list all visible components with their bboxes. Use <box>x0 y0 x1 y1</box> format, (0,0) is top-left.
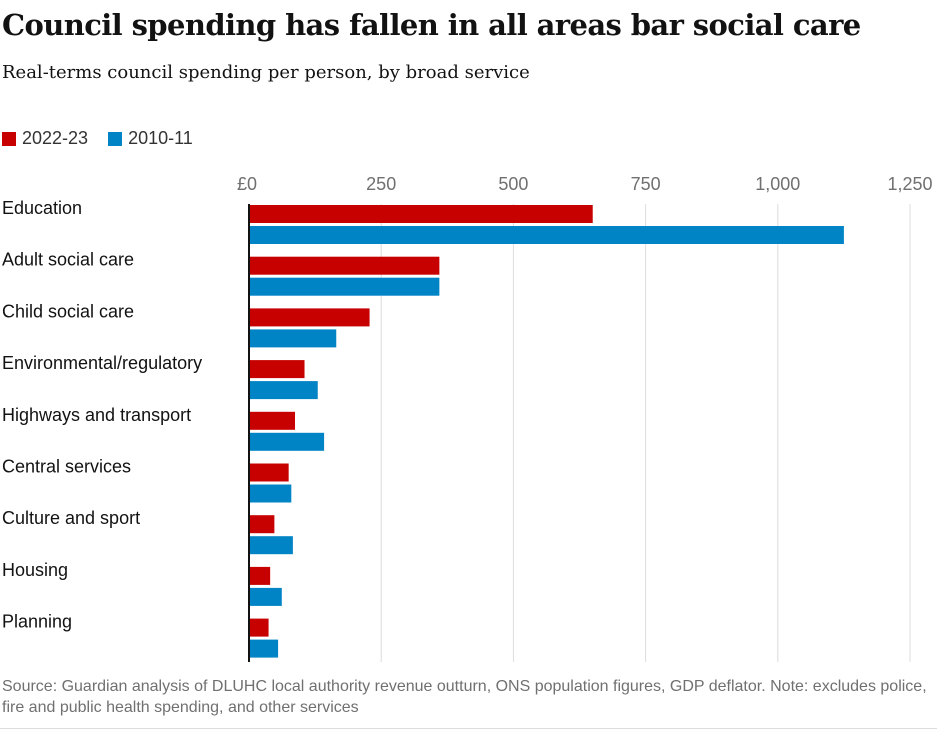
bar-2022-23-3 <box>249 360 305 379</box>
bar-chart: £0 250 500 750 1,000 1,250 Education Adult soci… <box>2 174 933 662</box>
bar-2022-23-5 <box>249 463 289 482</box>
bar-2022-23-1 <box>249 256 440 275</box>
legend-label-2010-11: 2010-11 <box>128 128 193 148</box>
bar-2022-23-8 <box>249 618 269 637</box>
legend-label-2022-23: 2022-23 <box>22 128 89 148</box>
bar-2010-11-1 <box>249 277 440 296</box>
legend-item-2010-11: 2010-11 <box>108 128 193 149</box>
x-tick-label: 750 <box>631 174 661 194</box>
x-tick-label: 250 <box>366 174 396 194</box>
bar-2010-11-5 <box>249 484 292 503</box>
x-tick-label: 1,000 <box>755 174 800 194</box>
bar-2010-11-8 <box>249 639 279 658</box>
category-label: Planning <box>2 612 72 632</box>
bar-2022-23-7 <box>249 566 271 585</box>
legend-swatch-2022-23 <box>2 131 16 146</box>
category-label: Environmental/regulatory <box>2 353 202 373</box>
category-label: Central services <box>2 457 131 477</box>
category-label: Education <box>2 198 82 218</box>
category-label: Highways and transport <box>2 405 191 425</box>
x-tick-label: 1,250 <box>887 174 932 194</box>
bar-2010-11-0 <box>249 226 844 244</box>
bar-2010-11-6 <box>249 536 293 555</box>
chart-title: Council spending has fallen in all areas… <box>2 8 861 42</box>
bar-2010-11-4 <box>249 432 325 451</box>
category-label: Housing <box>2 560 68 580</box>
bar-2010-11-2 <box>249 329 337 348</box>
category-label: Adult social care <box>2 250 134 270</box>
bottom-divider <box>0 728 937 729</box>
bar-2022-23-6 <box>249 515 275 534</box>
legend: 2022-23 2010-11 <box>2 128 193 149</box>
legend-swatch-2010-11 <box>108 131 123 146</box>
bar-2022-23-2 <box>249 308 370 327</box>
source-note: Source: Guardian analysis of DLUHC local… <box>2 678 927 716</box>
x-tick-label: 500 <box>498 174 528 194</box>
bar-2010-11-3 <box>249 381 318 400</box>
legend-item-2022-23: 2022-23 <box>2 128 88 149</box>
x-tick-label: £0 <box>237 174 257 194</box>
category-label: Child social care <box>2 301 134 321</box>
chart-subtitle: Real-terms council spending per person, … <box>2 62 530 83</box>
category-label: Culture and sport <box>2 508 140 528</box>
bar-2022-23-4 <box>249 411 296 430</box>
bar-2022-23-0 <box>249 205 593 223</box>
bar-2010-11-7 <box>249 587 282 606</box>
